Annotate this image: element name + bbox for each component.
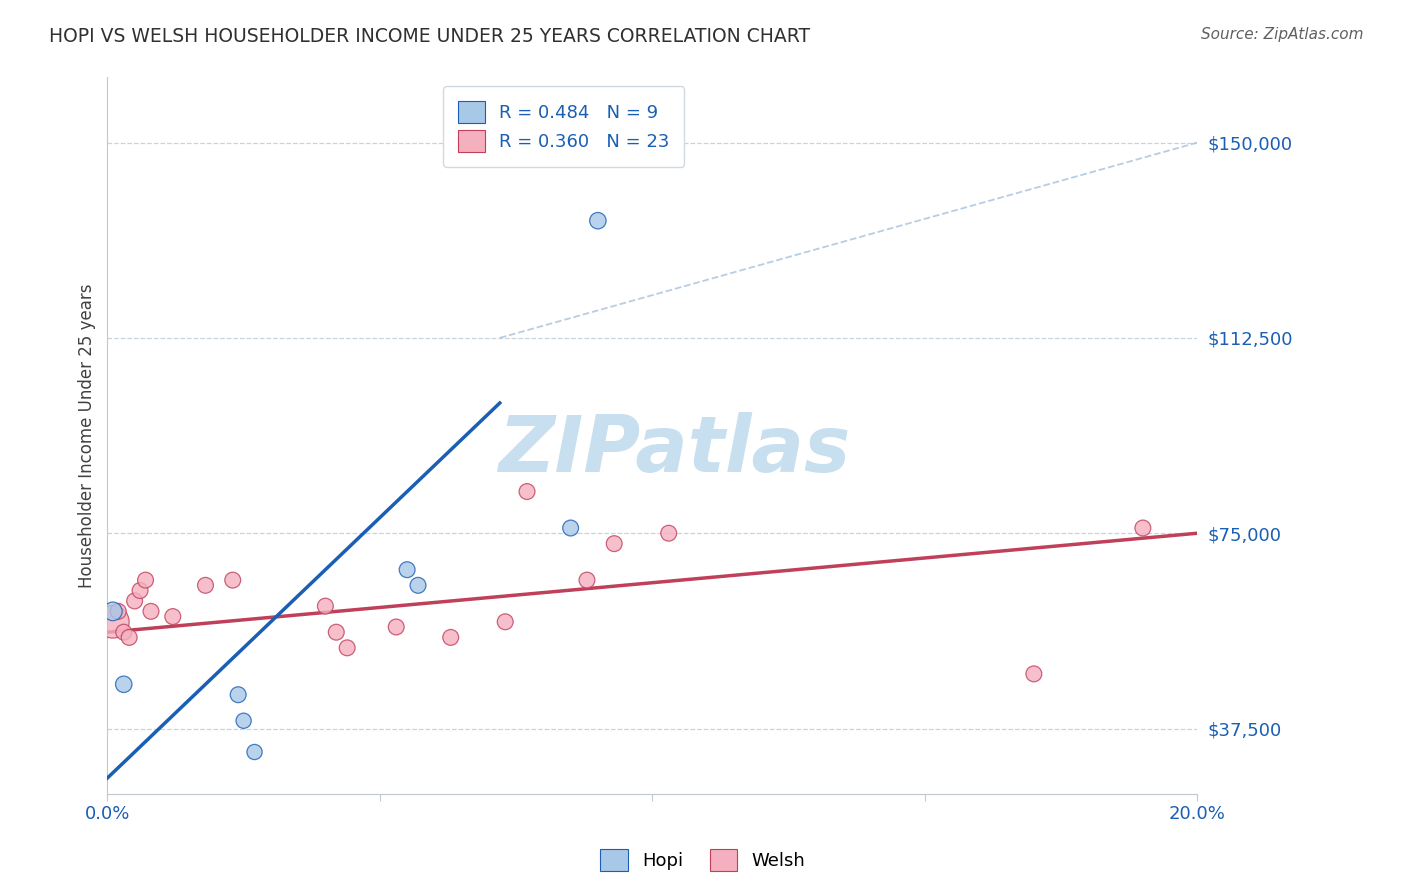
- Point: [194, 578, 217, 592]
- Point: [129, 583, 152, 598]
- Text: HOPI VS WELSH HOUSEHOLDER INCOME UNDER 25 YEARS CORRELATION CHART: HOPI VS WELSH HOUSEHOLDER INCOME UNDER 2…: [49, 27, 810, 45]
- Point: [118, 631, 141, 645]
- Point: [575, 573, 598, 587]
- Point: [336, 640, 359, 655]
- Legend: Hopi, Welsh: Hopi, Welsh: [593, 842, 813, 879]
- Point: [162, 609, 184, 624]
- Text: Source: ZipAtlas.com: Source: ZipAtlas.com: [1201, 27, 1364, 42]
- Point: [243, 745, 266, 759]
- Y-axis label: Householder Income Under 25 years: Householder Income Under 25 years: [79, 284, 96, 588]
- Point: [586, 213, 609, 227]
- Point: [603, 536, 626, 550]
- Point: [385, 620, 408, 634]
- Point: [325, 625, 347, 640]
- Point: [314, 599, 336, 614]
- Point: [658, 526, 681, 541]
- Point: [1022, 666, 1045, 681]
- Point: [1132, 521, 1154, 535]
- Point: [222, 573, 245, 587]
- Point: [560, 521, 582, 535]
- Point: [516, 484, 538, 499]
- Point: [406, 578, 429, 592]
- Point: [232, 714, 254, 728]
- Point: [139, 604, 162, 618]
- Point: [101, 615, 124, 629]
- Point: [135, 573, 157, 587]
- Point: [494, 615, 516, 629]
- Point: [226, 688, 249, 702]
- Point: [124, 594, 146, 608]
- Point: [107, 604, 129, 618]
- Point: [440, 631, 463, 645]
- Legend: R = 0.484   N = 9, R = 0.360   N = 23: R = 0.484 N = 9, R = 0.360 N = 23: [443, 87, 685, 167]
- Point: [101, 604, 124, 618]
- Point: [112, 625, 135, 640]
- Point: [112, 677, 135, 691]
- Text: ZIPatlas: ZIPatlas: [498, 412, 851, 488]
- Point: [396, 563, 419, 577]
